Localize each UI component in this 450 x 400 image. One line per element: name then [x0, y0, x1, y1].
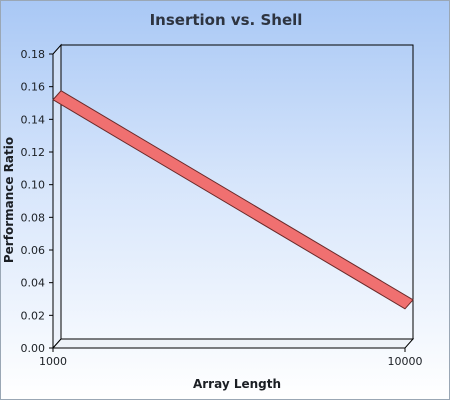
- y-tick-label: 0.16: [21, 81, 46, 94]
- y-tick-label: 0.02: [21, 309, 46, 322]
- y-tick-label: 0.00: [21, 342, 46, 355]
- plot-left-wall: [52, 43, 62, 350]
- y-tick-label: 0.04: [21, 277, 46, 290]
- plot-back-wall: [60, 44, 414, 340]
- x-axis-label: Array Length: [193, 377, 281, 391]
- y-tick-label: 0.08: [21, 211, 46, 224]
- y-tick-label: 0.10: [21, 179, 46, 192]
- plot-frame: [51, 43, 415, 350]
- y-axis: 0.00 0.02 0.04 0.06 0.08 0.10 0.12 0.14 0.16 0.18: [21, 48, 53, 355]
- y-tick-label: 0.14: [21, 113, 46, 126]
- y-axis-label: Performance Ratio: [2, 137, 16, 263]
- y-tick-label: 0.06: [21, 244, 46, 257]
- chart-title: Insertion vs. Shell: [150, 11, 303, 29]
- x-tick-label: 10000: [388, 355, 423, 368]
- series-line-segment: [52, 90, 414, 310]
- series-group: [52, 90, 414, 310]
- x-axis: 1000 10000: [39, 348, 423, 368]
- y-tick-label: 0.12: [21, 146, 46, 159]
- x-tick-label: 1000: [39, 355, 67, 368]
- plot-floor: [51, 338, 415, 349]
- y-tick-label: 0.18: [21, 48, 46, 61]
